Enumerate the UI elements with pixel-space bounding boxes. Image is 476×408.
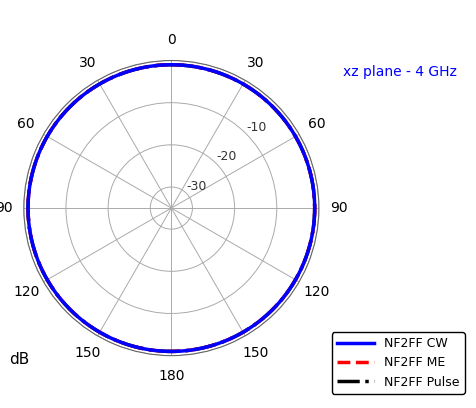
Legend: NF2FF CW, NF2FF ME, NF2FF Pulse: NF2FF CW, NF2FF ME, NF2FF Pulse — [332, 332, 465, 394]
NF2FF CW — [308, 174, 314, 179]
NF2FF Pulse — [81, 319, 87, 324]
NF2FF Pulse — [309, 232, 315, 237]
Line: NF2FF ME: NF2FF ME — [28, 65, 315, 351]
NF2FF Pulse — [169, 62, 174, 67]
NF2FF ME — [168, 62, 173, 67]
NF2FF CW — [169, 62, 174, 67]
NF2FF CW — [69, 309, 75, 314]
NF2FF CW — [169, 62, 174, 67]
NF2FF CW — [309, 232, 315, 237]
Text: xz plane - 4 GHz: xz plane - 4 GHz — [343, 65, 456, 79]
NF2FF ME — [169, 62, 174, 67]
NF2FF ME — [169, 62, 174, 67]
NF2FF Pulse — [169, 62, 174, 67]
NF2FF Pulse — [308, 174, 314, 179]
Text: dB: dB — [10, 352, 30, 367]
NF2FF Pulse — [88, 87, 94, 92]
Line: NF2FF Pulse: NF2FF Pulse — [28, 65, 315, 351]
NF2FF ME — [309, 232, 315, 237]
NF2FF Pulse — [69, 309, 75, 314]
NF2FF CW — [81, 319, 87, 324]
NF2FF ME — [88, 87, 94, 92]
NF2FF CW — [88, 87, 94, 92]
NF2FF ME — [308, 174, 314, 179]
NF2FF ME — [81, 319, 87, 324]
NF2FF ME — [69, 309, 75, 314]
NF2FF Pulse — [168, 62, 173, 67]
Line: NF2FF CW: NF2FF CW — [28, 65, 315, 351]
NF2FF CW — [168, 62, 173, 67]
